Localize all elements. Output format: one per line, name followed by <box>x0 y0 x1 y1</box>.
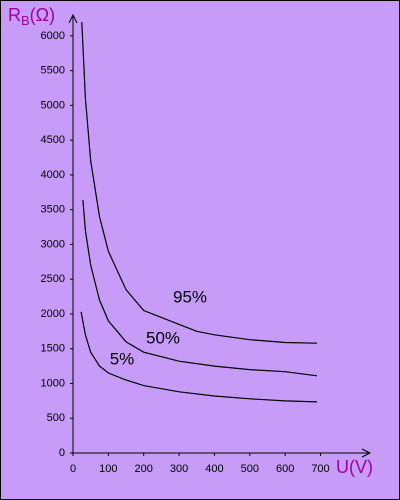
curve-label: 50% <box>146 328 180 347</box>
y-tick-label: 5500 <box>41 65 65 77</box>
x-tick-label: 500 <box>241 463 259 475</box>
x-tick-label: 100 <box>99 463 117 475</box>
y-label-main: R <box>8 5 21 25</box>
x-tick-label: 700 <box>311 463 329 475</box>
y-tick-label: 4500 <box>41 134 65 146</box>
y-label-sub: B <box>21 13 30 28</box>
y-tick-label: 500 <box>47 412 65 424</box>
y-tick-label: 5000 <box>41 99 65 111</box>
y-axis-label: RB(Ω) <box>8 5 55 29</box>
y-tick-label: 6000 <box>41 30 65 42</box>
curve-label: 5% <box>110 349 135 368</box>
y-tick-label: 3500 <box>41 204 65 216</box>
x-tick-label: 200 <box>135 463 153 475</box>
x-tick-label: 400 <box>205 463 223 475</box>
y-tick-label: 0 <box>59 447 65 459</box>
y-axis-arrow <box>68 13 78 24</box>
y-tick-label: 1500 <box>41 343 65 355</box>
y-tick-label: 2000 <box>41 308 65 320</box>
x-tick-label: 300 <box>170 463 188 475</box>
y-tick-label: 4000 <box>41 169 65 181</box>
curve <box>80 311 318 403</box>
y-tick-label: 3000 <box>41 238 65 250</box>
curve <box>81 21 318 344</box>
x-axis-arrow <box>361 448 372 458</box>
x-tick-label: 0 <box>70 463 76 475</box>
x-tick-label: 600 <box>276 463 294 475</box>
y-label-unit: (Ω) <box>30 5 55 25</box>
curve <box>82 199 318 377</box>
curve-label: 95% <box>173 287 207 306</box>
x-axis-label: U(V) <box>336 457 373 477</box>
y-tick-label: 2500 <box>41 273 65 285</box>
y-tick-label: 1000 <box>41 377 65 389</box>
